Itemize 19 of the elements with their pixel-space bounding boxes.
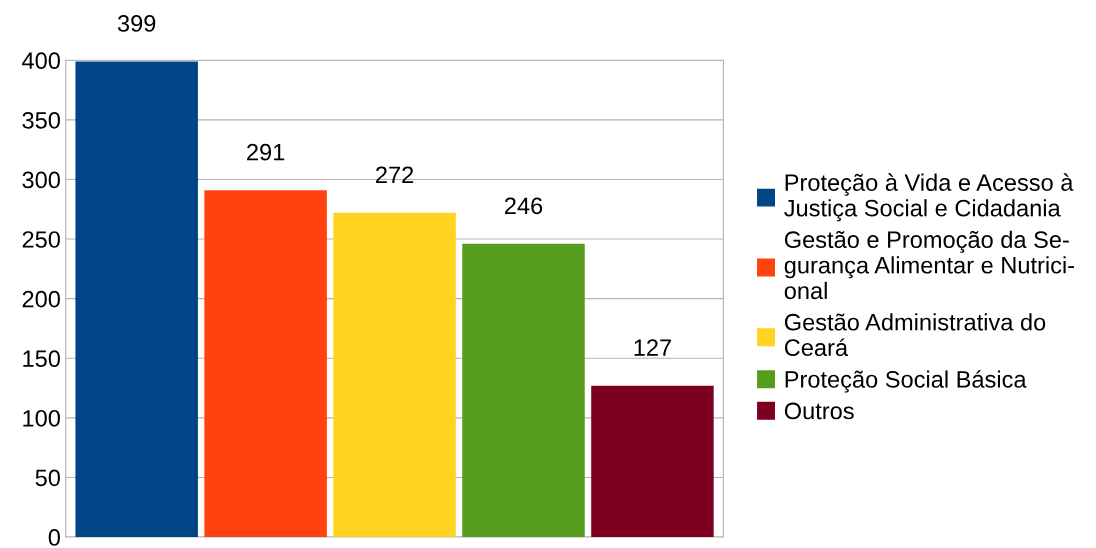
data-label: 291 (247, 143, 285, 161)
y-tick-label: 400 (22, 52, 60, 70)
data-label: 246 (504, 197, 543, 215)
y-tick-label: 350 (22, 111, 60, 129)
y-tick-label: 50 (35, 469, 60, 487)
legend-label: Outros (784, 402, 854, 420)
data-label: 272 (376, 166, 414, 183)
y-tick-label: 150 (23, 350, 60, 368)
legend-label: Proteção à Vida e Acesso à Justiça Social e Cidadania (784, 173, 1074, 222)
data-label: 399 (117, 15, 156, 32)
legend-label: Gestão e Promoção da Se- gurança Alimentar e Nutrici- onal (784, 230, 1075, 300)
legend-label: Gestão Administrativa do Ceará (784, 313, 1046, 357)
y-tick-label: 300 (22, 171, 60, 189)
y-tick-label: 200 (22, 290, 60, 308)
y-tick-label: 0 (48, 529, 60, 546)
y-tick-label: 100 (23, 409, 60, 427)
data-label: 127 (634, 339, 671, 356)
legend-label: Proteção Social Básica (785, 370, 1027, 393)
y-tick-label: 250 (22, 231, 60, 248)
